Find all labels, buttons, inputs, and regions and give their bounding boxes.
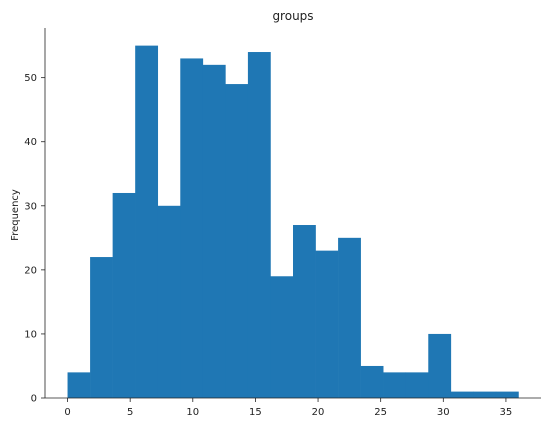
- histogram-bar-18: [473, 391, 497, 398]
- y-tick-label-3: 30: [24, 201, 37, 212]
- x-tick-label-0: 0: [64, 407, 70, 418]
- histogram-bar-2: [112, 192, 136, 398]
- histogram-bar-0: [67, 372, 91, 398]
- y-tick-label-2: 20: [24, 265, 37, 276]
- x-tick-label-7: 35: [500, 407, 513, 418]
- histogram-bar-9: [270, 276, 294, 398]
- histogram-bar-8: [247, 52, 271, 399]
- x-tick-label-2: 10: [186, 407, 199, 418]
- x-tick-label-3: 15: [249, 407, 262, 418]
- histogram-bar-10: [293, 225, 316, 398]
- axes-group: [44, 28, 541, 399]
- histogram-bar-15: [405, 372, 429, 398]
- histogram-bar-5: [180, 58, 204, 399]
- x-tick-label-5: 25: [374, 407, 387, 418]
- histogram-bar-1: [90, 257, 113, 398]
- y-tick-label-0: 0: [31, 394, 37, 405]
- histogram-bar-16: [428, 333, 452, 398]
- histogram-bar-4: [157, 205, 181, 398]
- x-tick-label-6: 30: [437, 407, 450, 418]
- histogram-bar-13: [360, 365, 384, 398]
- x-tick-label-4: 20: [312, 407, 325, 418]
- y-ticks-group: 0 10 20 30 40 50: [24, 73, 45, 405]
- y-tick-label-5: 50: [24, 73, 37, 84]
- y-tick-label-4: 40: [24, 137, 37, 148]
- histogram-bar-3: [135, 45, 159, 398]
- x-ticks-group: 0 5 10 15 20 25 30 35: [64, 398, 512, 418]
- histogram-bar-7: [225, 84, 249, 398]
- histogram-bar-11: [315, 250, 339, 398]
- histogram-bar-19: [495, 391, 519, 398]
- bars-group: [67, 45, 519, 399]
- chart-title: groups: [272, 9, 313, 23]
- histogram-bar-6: [202, 64, 226, 398]
- x-tick-label-1: 5: [127, 407, 133, 418]
- histogram-bar-12: [338, 237, 361, 398]
- histogram-bar-17: [450, 391, 474, 398]
- histogram-bar-14: [383, 372, 407, 398]
- y-axis-label: Frequency: [10, 189, 21, 241]
- y-tick-label-1: 10: [24, 329, 37, 340]
